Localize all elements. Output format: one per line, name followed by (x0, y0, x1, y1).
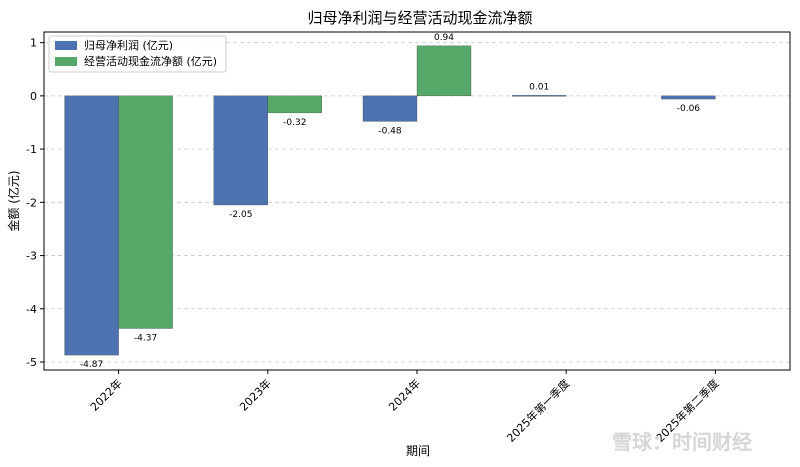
x-tick-label: 2024年 (386, 376, 423, 413)
bar-net-profit (213, 95, 268, 206)
y-tick-label: -1 (26, 143, 37, 156)
x-tick-label: 2023年 (236, 376, 273, 413)
legend-label-operating-cash-flow: 经营活动现金流净额 (亿元) (84, 54, 217, 68)
y-tick-label: -3 (26, 250, 37, 263)
bar-net-profit (362, 95, 418, 122)
y-tick-label: 0 (30, 90, 37, 103)
data-labels: -4.87 -2.05 -0.48 0.01 -0.06 -4.37 -0.32 0.94 (80, 33, 700, 370)
data-label: -4.87 (80, 360, 103, 370)
bar-group (64, 45, 716, 356)
data-label: -0.48 (378, 126, 402, 136)
legend-box (48, 35, 227, 73)
data-label: -2.05 (229, 210, 252, 220)
data-label: -4.37 (134, 333, 157, 343)
x-axis-label: 期间 (406, 444, 430, 458)
data-label: -0.06 (677, 104, 701, 114)
y-tick-label: -2 (26, 196, 37, 209)
y-tick-label: -5 (26, 356, 37, 369)
chart-title: 归母净利润与经营活动现金流净额 (307, 9, 532, 27)
watermark-text: 雪球：时间财经 (612, 430, 752, 454)
bar-net-profit (661, 95, 716, 100)
y-axis-label: 金额 (亿元) (6, 170, 21, 231)
legend-swatch-operating-cash-flow (55, 57, 77, 66)
plot-frame (43, 31, 791, 371)
x-tick-label: 2025年第一季度 (504, 376, 573, 445)
bar-operating-cash-flow (416, 45, 472, 97)
legend-label-net-profit: 归母净利润 (亿元) (84, 38, 173, 52)
legend: 归母净利润 (亿元) 经营活动现金流净额 (亿元) (48, 35, 227, 73)
x-tick-label: 2022年 (87, 376, 124, 413)
bar-operating-cash-flow (118, 95, 173, 329)
legend-swatch-net-profit (55, 41, 77, 50)
data-label: 0.94 (434, 33, 454, 43)
y-tick-label: 1 (30, 37, 37, 50)
bar-net-profit (64, 95, 119, 356)
bar-operating-cash-flow (267, 95, 322, 114)
bar-net-profit (512, 95, 567, 97)
y-tick-label: -4 (26, 303, 37, 316)
y-axis: 1 0 -1 -2 -3 -4 -5 (26, 37, 44, 369)
data-label: 0.01 (529, 82, 549, 92)
data-label: -0.32 (283, 118, 306, 128)
